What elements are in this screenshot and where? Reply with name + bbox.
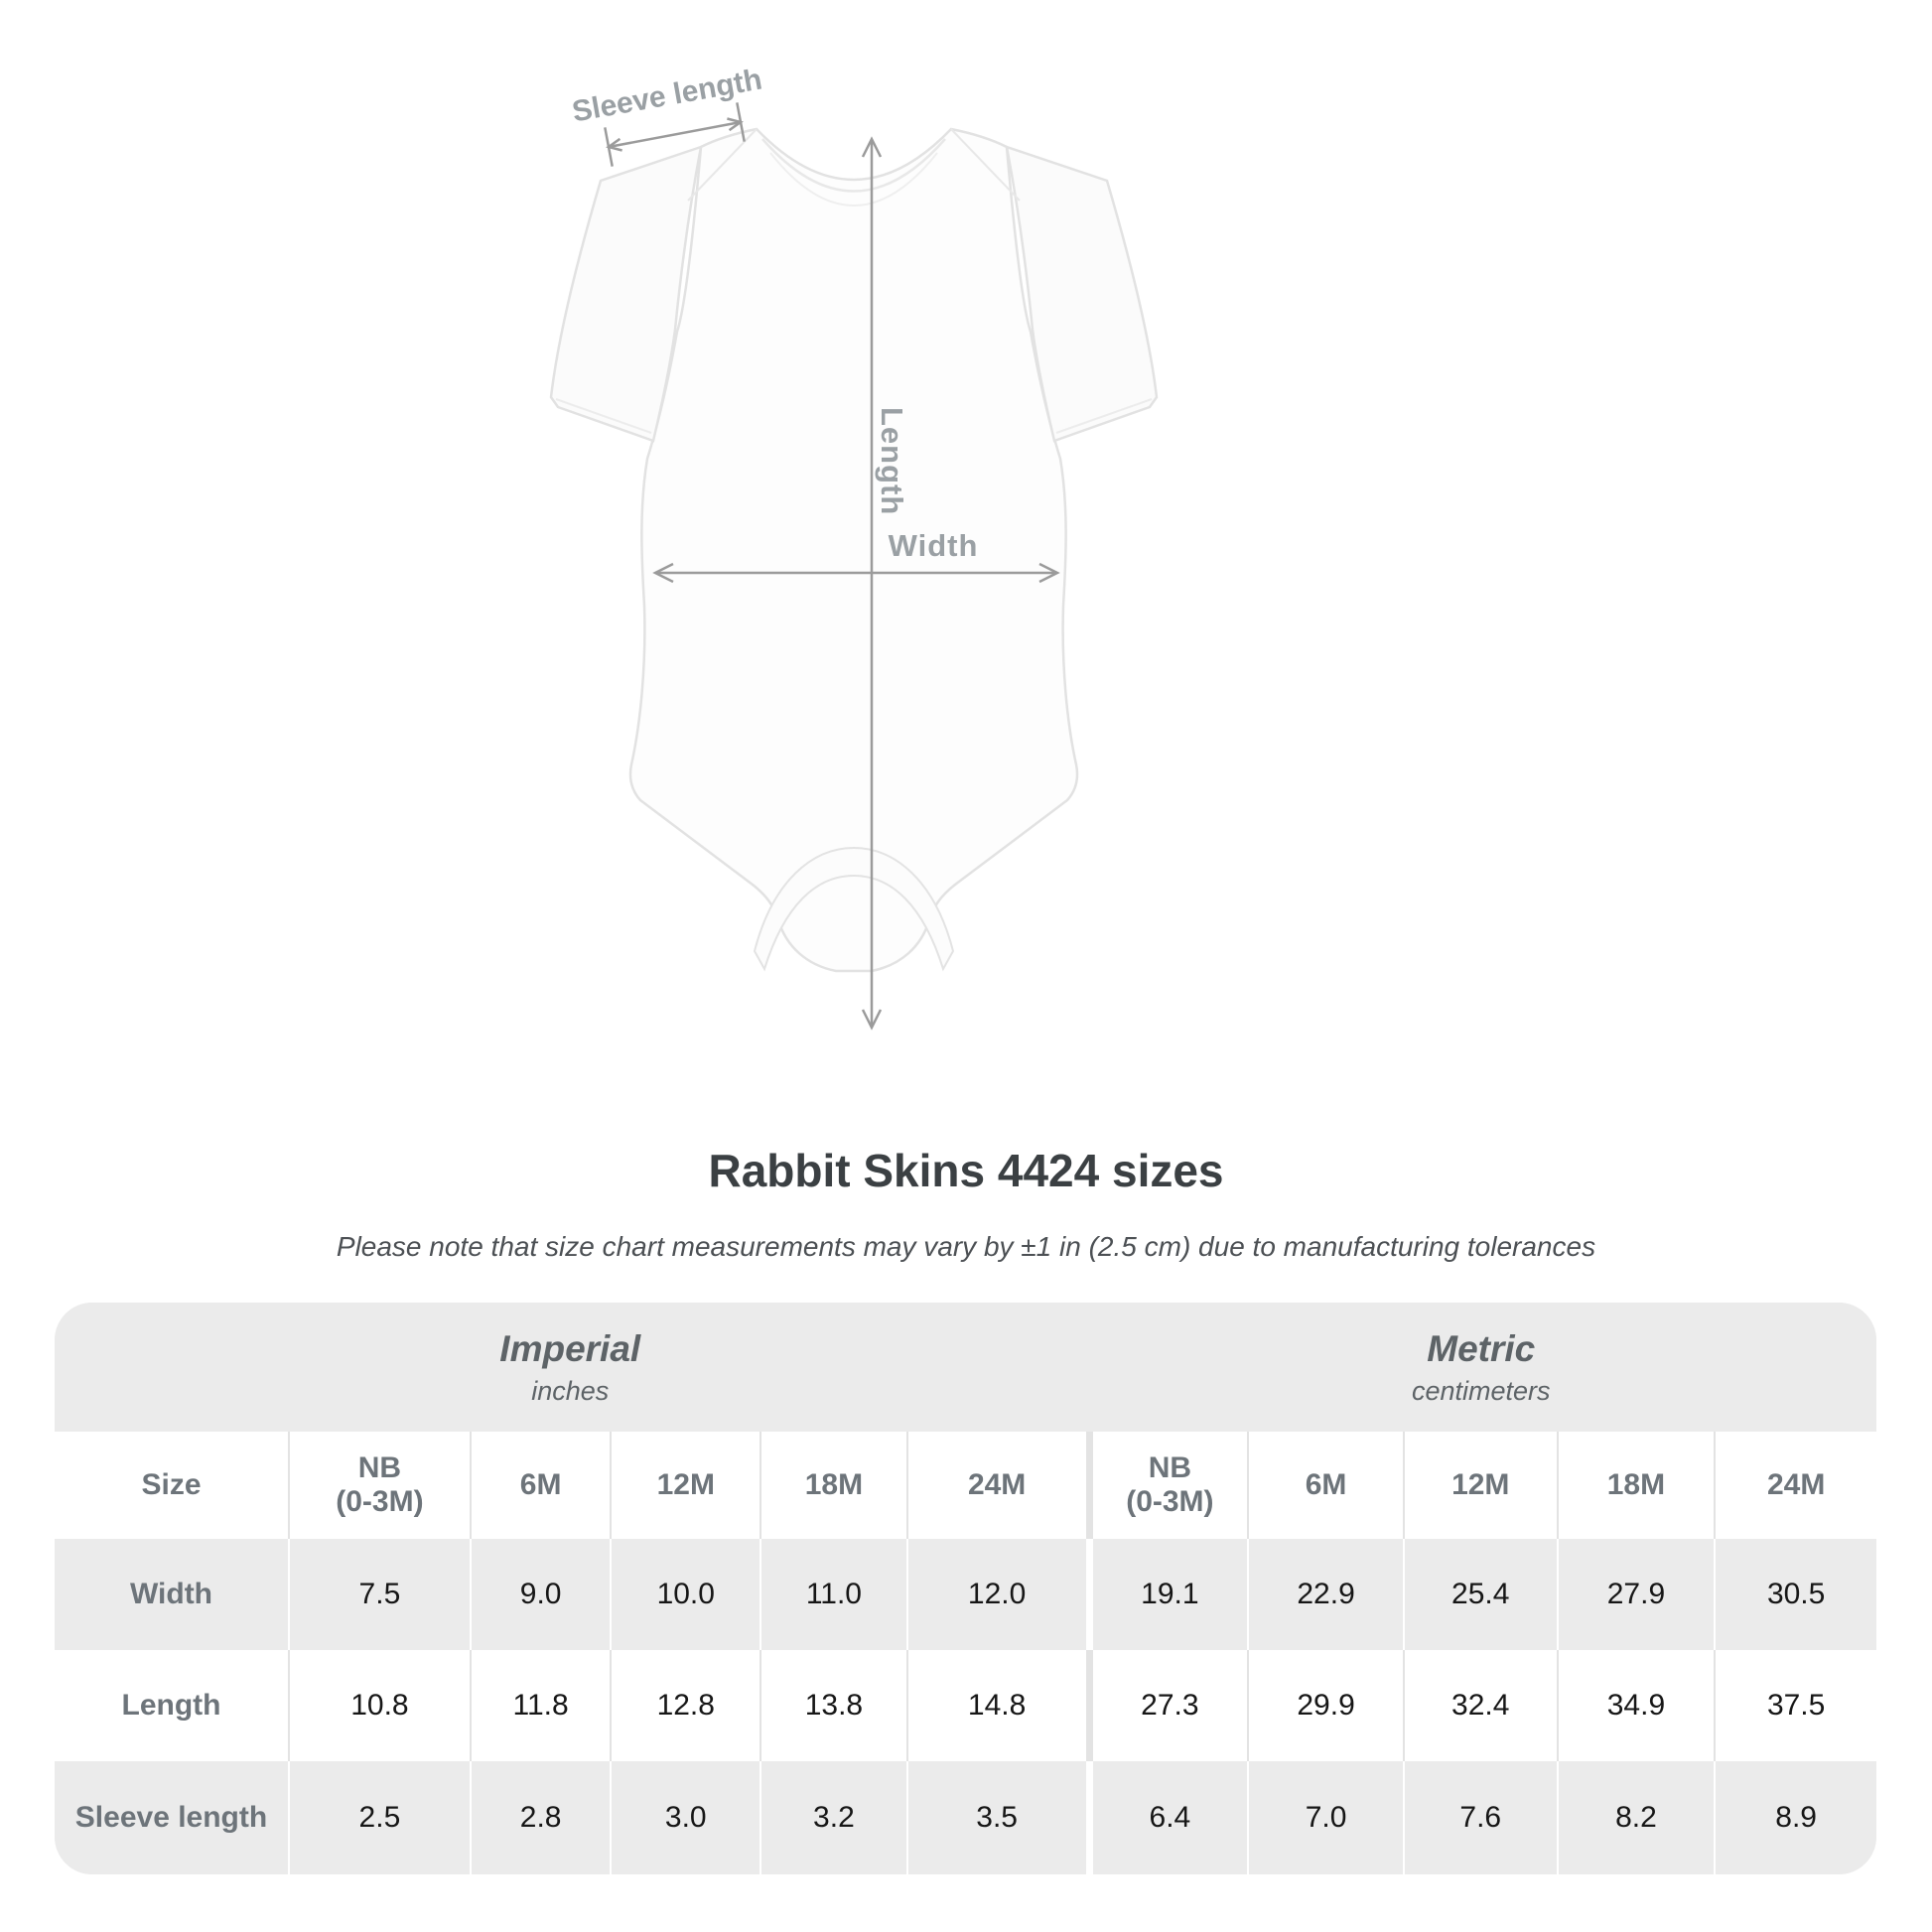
- size-header-cell: 6M: [1247, 1432, 1403, 1539]
- row-label: Width: [129, 1577, 213, 1610]
- value-cell: 3.2: [759, 1761, 906, 1874]
- value-cell: 25.4: [1402, 1539, 1557, 1650]
- length-label: Length: [875, 407, 909, 516]
- table-row: Width 7.5 9.0 10.0 11.0 12.0 19.1 22.9 25.4 27.9 3…: [55, 1539, 1876, 1650]
- crotch-flap: [753, 846, 955, 972]
- value-cell: 2.5: [288, 1761, 470, 1874]
- length-dimension-arrow: [861, 136, 883, 1031]
- value-cell: 2.8: [469, 1761, 611, 1874]
- value-cell: 8.2: [1556, 1761, 1715, 1874]
- size-header-cell: 24M: [905, 1432, 1086, 1539]
- size-header-row: Size NB (0-3M) 6M 12M 18M 24M NB (0-3M) 6M 12M 18…: [55, 1432, 1876, 1539]
- value-cell: 30.5: [1714, 1539, 1876, 1650]
- value-cell: 12.8: [610, 1650, 759, 1761]
- value-cell: 7.0: [1247, 1761, 1403, 1874]
- value-cell: 29.9: [1247, 1650, 1403, 1761]
- tolerance-note: Please note that size chart measurements…: [336, 1231, 1596, 1262]
- metric-label: Metric: [1427, 1327, 1536, 1369]
- size-table-body: Width 7.5 9.0 10.0 11.0 12.0 19.1 22.9 25.4 27.9 3…: [55, 1539, 1876, 1874]
- size-header-cell: NB (0-3M): [288, 1432, 470, 1539]
- right-lap-shoulder-seam: [950, 128, 1021, 202]
- size-header-cell: 12M: [1402, 1432, 1557, 1539]
- value-cell: 19.1: [1085, 1539, 1248, 1650]
- size-column-header: Size: [141, 1467, 202, 1501]
- width-label: Width: [888, 528, 979, 563]
- table-row: Sleeve length 2.5 2.8 3.0 3.2 3.5 6.4 7.0 7.6 8.2…: [55, 1761, 1876, 1874]
- metric-section-header: Metric centimeters: [1086, 1303, 1876, 1432]
- size-header-cell: 18M: [1556, 1432, 1715, 1539]
- value-cell: 3.5: [905, 1761, 1086, 1874]
- value-cell: 13.8: [759, 1650, 906, 1761]
- value-cell: 11.0: [759, 1539, 906, 1650]
- value-cell: 27.9: [1556, 1539, 1715, 1650]
- value-cell: 9.0: [469, 1539, 611, 1650]
- page-title: Rabbit Skins 4424 sizes: [708, 1145, 1224, 1196]
- value-cell: 7.5: [288, 1539, 470, 1650]
- value-cell: 6.4: [1085, 1761, 1248, 1874]
- table-row: Length 10.8 11.8 12.8 13.8 14.8 27.3 29.9 32.4 34…: [55, 1650, 1876, 1761]
- value-cell: 12.0: [905, 1539, 1086, 1650]
- right-sleeve: [1005, 145, 1159, 443]
- right-cuff-seam: [1055, 398, 1153, 434]
- value-cell: 3.0: [610, 1761, 759, 1874]
- bodysuit-diagram: [549, 102, 1159, 1031]
- left-cuff-seam: [555, 398, 652, 434]
- size-header-cell: 18M: [759, 1432, 906, 1539]
- imperial-unit-label: inches: [531, 1375, 610, 1406]
- value-cell: 22.9: [1247, 1539, 1403, 1650]
- row-label: Sleeve length: [74, 1800, 268, 1834]
- left-sleeve: [549, 145, 703, 443]
- value-cell: 34.9: [1556, 1650, 1715, 1761]
- row-label: Length: [121, 1688, 221, 1722]
- value-cell: 14.8: [905, 1650, 1086, 1761]
- value-cell: 10.0: [610, 1539, 759, 1650]
- value-cell: 32.4: [1402, 1650, 1557, 1761]
- value-cell: 11.8: [469, 1650, 611, 1761]
- width-dimension-arrow: [652, 562, 1060, 584]
- neckline-inner-seam: [769, 152, 938, 207]
- size-header-cell: 6M: [469, 1432, 611, 1539]
- imperial-section-header: Imperial inches: [55, 1303, 1086, 1432]
- size-header-cell: 24M: [1714, 1432, 1876, 1539]
- neckline-seam: [761, 138, 946, 193]
- value-cell: 37.5: [1714, 1650, 1876, 1761]
- value-cell: 10.8: [288, 1650, 470, 1761]
- metric-unit-label: centimeters: [1411, 1375, 1551, 1406]
- size-table: Imperial inches Metric centimeters Size N…: [55, 1303, 1876, 1874]
- value-cell: 8.9: [1714, 1761, 1876, 1874]
- imperial-label: Imperial: [499, 1327, 641, 1369]
- value-cell: 7.6: [1402, 1761, 1557, 1874]
- unit-band: Imperial inches Metric centimeters: [55, 1303, 1876, 1432]
- size-header-cell: 12M: [610, 1432, 759, 1539]
- value-cell: 27.3: [1085, 1650, 1248, 1761]
- size-header-cell: NB (0-3M): [1085, 1432, 1248, 1539]
- sleeve-dimension-arrow: [604, 102, 746, 167]
